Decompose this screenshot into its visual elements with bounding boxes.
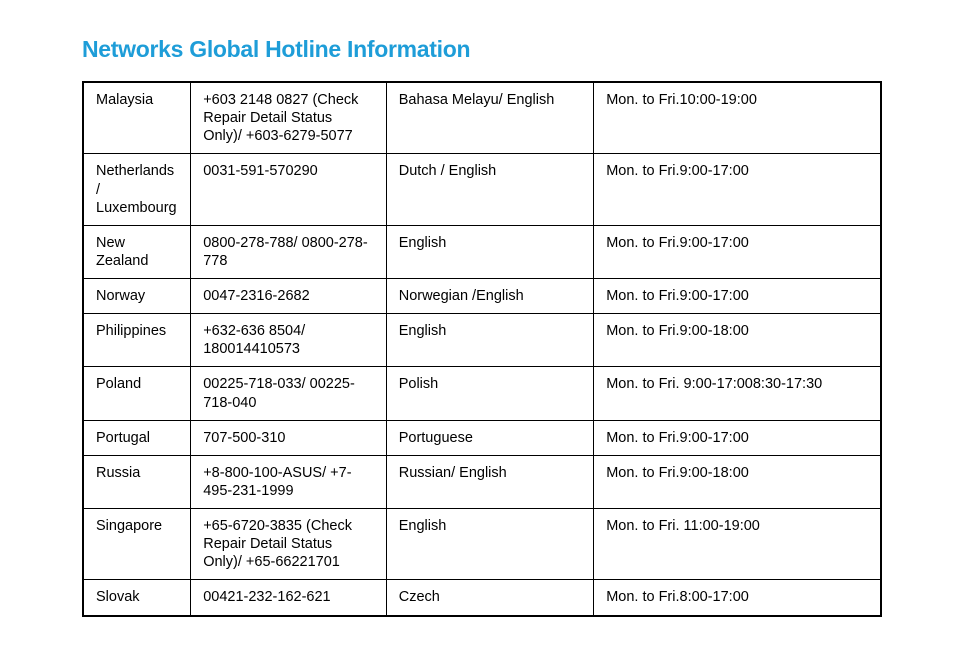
table-row: Poland00225-718-033/ 00225-718-040Polish… — [83, 367, 881, 420]
page-title: Networks Global Hotline Information — [82, 36, 882, 63]
cell-language: Dutch / English — [386, 154, 593, 225]
hotline-table: Malaysia+603 2148 0827 (Check Repair Det… — [82, 81, 882, 617]
cell-language: Bahasa Melayu/ English — [386, 82, 593, 154]
cell-country: Norway — [83, 279, 191, 314]
cell-country: New Zealand — [83, 225, 191, 278]
cell-hours: Mon. to Fri.9:00-17:00 — [594, 225, 881, 278]
cell-language: Polish — [386, 367, 593, 420]
table-row: Portugal707-500-310PortugueseMon. to Fri… — [83, 420, 881, 455]
cell-hours: Mon. to Fri.9:00-17:00 — [594, 420, 881, 455]
cell-phone: 0031-591-570290 — [191, 154, 387, 225]
table-row: Slovak00421-232-162-621CzechMon. to Fri.… — [83, 580, 881, 616]
cell-hours: Mon. to Fri.9:00-18:00 — [594, 314, 881, 367]
cell-language: Norwegian /English — [386, 279, 593, 314]
cell-language: English — [386, 509, 593, 580]
table-row: Netherlands / Luxembourg0031-591-570290D… — [83, 154, 881, 225]
cell-country: Portugal — [83, 420, 191, 455]
cell-phone: 0800-278-788/ 0800-278-778 — [191, 225, 387, 278]
hotline-table-body: Malaysia+603 2148 0827 (Check Repair Det… — [83, 82, 881, 616]
table-row: Singapore+65-6720-3835 (Check Repair Det… — [83, 509, 881, 580]
cell-country: Philippines — [83, 314, 191, 367]
table-row: Philippines+632-636 8504/ 180014410573En… — [83, 314, 881, 367]
cell-country: Russia — [83, 455, 191, 508]
cell-hours: Mon. to Fri.8:00-17:00 — [594, 580, 881, 616]
cell-language: Portuguese — [386, 420, 593, 455]
cell-country: Poland — [83, 367, 191, 420]
cell-phone: +632-636 8504/ 180014410573 — [191, 314, 387, 367]
cell-hours: Mon. to Fri.9:00-17:00 — [594, 279, 881, 314]
cell-hours: Mon. to Fri. 9:00-17:008:30-17:30 — [594, 367, 881, 420]
cell-country: Malaysia — [83, 82, 191, 154]
table-row: Russia+8-800-100-ASUS/ +7-495-231-1999Ru… — [83, 455, 881, 508]
cell-language: English — [386, 314, 593, 367]
table-row: Norway0047-2316-2682Norwegian /EnglishMo… — [83, 279, 881, 314]
cell-phone: 707-500-310 — [191, 420, 387, 455]
cell-hours: Mon. to Fri.9:00-18:00 — [594, 455, 881, 508]
cell-phone: +65-6720-3835 (Check Repair Detail Statu… — [191, 509, 387, 580]
cell-hours: Mon. to Fri. 11:00-19:00 — [594, 509, 881, 580]
cell-hours: Mon. to Fri.9:00-17:00 — [594, 154, 881, 225]
table-row: Malaysia+603 2148 0827 (Check Repair Det… — [83, 82, 881, 154]
cell-language: Czech — [386, 580, 593, 616]
table-row: New Zealand0800-278-788/ 0800-278-778Eng… — [83, 225, 881, 278]
cell-phone: 0047-2316-2682 — [191, 279, 387, 314]
cell-phone: +603 2148 0827 (Check Repair Detail Stat… — [191, 82, 387, 154]
cell-phone: 00225-718-033/ 00225-718-040 — [191, 367, 387, 420]
cell-phone: 00421-232-162-621 — [191, 580, 387, 616]
cell-hours: Mon. to Fri.10:00-19:00 — [594, 82, 881, 154]
cell-phone: +8-800-100-ASUS/ +7-495-231-1999 — [191, 455, 387, 508]
cell-language: Russian/ English — [386, 455, 593, 508]
cell-language: English — [386, 225, 593, 278]
cell-country: Netherlands / Luxembourg — [83, 154, 191, 225]
cell-country: Singapore — [83, 509, 191, 580]
cell-country: Slovak — [83, 580, 191, 616]
